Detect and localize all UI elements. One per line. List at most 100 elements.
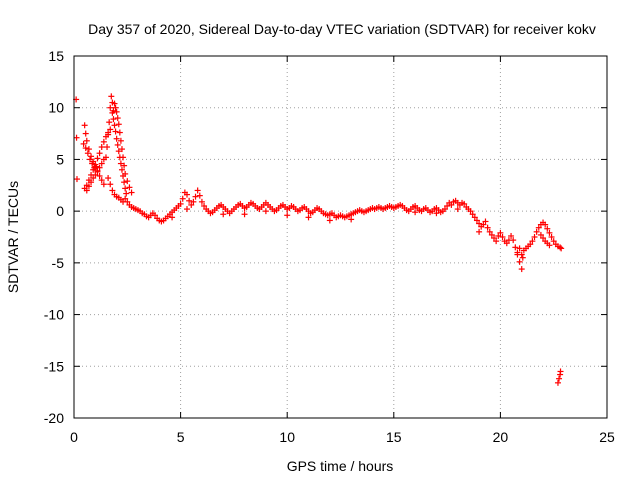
data-point — [537, 231, 544, 238]
data-point — [188, 201, 195, 208]
data-point — [544, 225, 551, 232]
data-point — [499, 234, 506, 240]
data-point — [128, 189, 135, 196]
data-point — [473, 217, 480, 224]
data-point — [196, 192, 203, 199]
data-point — [461, 200, 468, 207]
y-tick-label: 10 — [48, 100, 64, 116]
data-point — [454, 206, 461, 213]
data-point — [114, 115, 121, 122]
data-point — [469, 211, 476, 218]
data-point — [550, 238, 557, 245]
data-point — [518, 266, 525, 273]
data-point — [201, 202, 208, 209]
data-point — [82, 145, 89, 152]
data-point — [433, 210, 440, 217]
grid — [74, 56, 607, 418]
x-tick-label: 15 — [386, 429, 402, 445]
data-point — [480, 221, 487, 228]
data-point — [546, 229, 553, 236]
data-point — [112, 128, 119, 135]
data-point — [482, 218, 489, 225]
data-point — [444, 202, 451, 209]
data-point — [88, 153, 95, 160]
data-point — [497, 229, 504, 236]
data-point — [81, 122, 88, 129]
data-point — [83, 187, 90, 194]
data-point — [100, 181, 107, 188]
data-point — [542, 221, 549, 228]
data-point — [348, 216, 355, 223]
data-point — [535, 224, 542, 231]
data-point — [220, 211, 227, 218]
data-point — [484, 224, 491, 231]
data-point — [527, 241, 534, 248]
x-tick-label: 5 — [177, 429, 185, 445]
data-point — [448, 201, 455, 208]
data-point — [117, 160, 124, 167]
data-point — [107, 126, 114, 133]
data-point — [540, 235, 547, 242]
data-point — [109, 187, 116, 194]
data-point — [467, 208, 474, 215]
data-point — [183, 191, 190, 198]
data-point — [115, 148, 122, 155]
data-point — [192, 193, 199, 200]
data-point — [118, 146, 125, 153]
data-point — [111, 122, 118, 129]
chart-title: Day 357 of 2020, Sidereal Day-to-day VTE… — [88, 21, 596, 37]
data-point — [198, 198, 205, 205]
data-point — [412, 209, 419, 216]
data-point — [495, 232, 502, 239]
y-tick-label: 15 — [48, 48, 64, 64]
data-point — [514, 249, 521, 256]
data-point — [83, 137, 90, 144]
data-point — [114, 141, 121, 148]
data-point — [169, 214, 176, 221]
data-point — [186, 197, 193, 204]
data-point — [557, 368, 564, 375]
data-point — [556, 375, 563, 382]
data-point — [88, 179, 95, 186]
data-point — [92, 171, 99, 178]
data-point — [241, 211, 248, 218]
data-point — [262, 208, 269, 215]
data-point — [476, 220, 483, 227]
data-point — [90, 166, 97, 173]
data-point — [124, 178, 131, 185]
data-point — [531, 234, 538, 240]
data-point — [98, 160, 105, 167]
y-tick-label: 5 — [56, 151, 64, 167]
data-point — [508, 232, 515, 239]
data-point — [117, 137, 124, 144]
data-point — [471, 214, 478, 221]
data-point — [510, 237, 517, 244]
x-axis-label: GPS time / hours — [287, 458, 394, 474]
data-point — [86, 156, 93, 163]
x-tick-label: 20 — [493, 429, 509, 445]
y-axis-label: SDTVAR / TECUs — [5, 181, 21, 293]
data-point — [519, 254, 526, 261]
data-point — [126, 184, 133, 191]
data-point — [85, 183, 92, 190]
data-point — [177, 200, 184, 207]
data-point — [120, 154, 127, 161]
data-point — [326, 217, 333, 224]
data-point — [122, 195, 129, 202]
data-point — [118, 166, 125, 173]
y-tick-label: -15 — [44, 358, 64, 374]
data-point — [516, 258, 523, 265]
data-point — [109, 109, 116, 116]
data-point — [488, 231, 495, 238]
data-point — [284, 212, 291, 219]
data-point — [190, 198, 197, 205]
data-point — [96, 150, 103, 157]
data-point — [183, 206, 190, 213]
data-point — [493, 238, 500, 245]
x-tick-label: 0 — [70, 429, 78, 445]
data-point — [89, 160, 96, 167]
data-point — [441, 206, 448, 213]
data-point — [503, 240, 510, 247]
x-tick-label: 25 — [599, 429, 615, 445]
